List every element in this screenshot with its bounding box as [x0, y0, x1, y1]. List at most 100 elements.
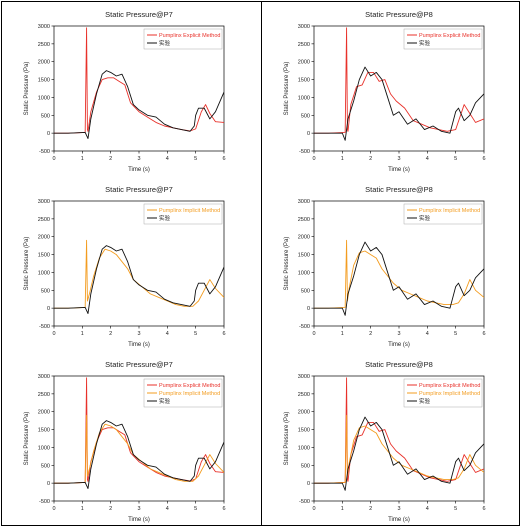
column-divider	[261, 1, 262, 526]
x-tick-label: 2	[109, 506, 112, 512]
series-line-3	[54, 420, 224, 489]
x-tick-label: 3	[137, 331, 140, 337]
chart-panel-2: Static Pressure@P8-500050010001500200025…	[284, 10, 486, 173]
legend-label: 实验	[419, 214, 431, 222]
chart-panel-6: Static Pressure@P8-500050010001500200025…	[284, 360, 486, 523]
x-tick-label: 5	[454, 506, 457, 512]
x-tick-label: 5	[454, 156, 457, 162]
x-tick-label: 3	[137, 506, 140, 512]
y-tick-label: 1000	[298, 95, 310, 101]
y-axis-label: Static Pressure (Pa)	[284, 62, 290, 116]
x-tick-label: 3	[397, 331, 400, 337]
series-group	[314, 27, 484, 141]
y-tick-label: 2500	[298, 217, 310, 223]
x-tick-label: 1	[81, 331, 84, 337]
x-axis-label: Time (s)	[128, 167, 150, 173]
legend-box	[403, 203, 483, 225]
y-tick-label: -500	[299, 324, 310, 330]
legend-box	[143, 203, 223, 225]
x-tick-label: 5	[454, 331, 457, 337]
legend-label: Pumplinx Explicit Method	[159, 383, 220, 389]
y-tick-label: 1000	[298, 445, 310, 451]
y-tick-label: 2000	[298, 235, 310, 241]
y-tick-label: 1500	[298, 428, 310, 434]
x-tick-label: 6	[222, 331, 225, 337]
y-tick-label: 500	[41, 463, 50, 469]
y-tick-label: 1000	[298, 270, 310, 276]
series-group	[54, 27, 224, 139]
legend-label: Pumplinx Implicit Method	[159, 208, 220, 214]
y-tick-label: 2000	[38, 410, 50, 416]
y-tick-label: 500	[41, 288, 50, 294]
x-tick-label: 2	[109, 331, 112, 337]
chart-panel-1: Static Pressure@P7-500050010001500200025…	[24, 10, 226, 173]
x-tick-label: 6	[222, 156, 225, 162]
chart-title: Static Pressure@P8	[365, 185, 433, 194]
x-tick-label: 1	[341, 506, 344, 512]
chart-title: Static Pressure@P7	[105, 10, 173, 19]
y-tick-label: -500	[39, 149, 50, 155]
x-axis-label: Time (s)	[388, 167, 410, 173]
y-tick-label: 1500	[298, 253, 310, 259]
x-tick-label: 5	[194, 506, 197, 512]
series-group	[314, 239, 484, 316]
y-tick-label: 500	[301, 463, 310, 469]
x-tick-label: 5	[194, 331, 197, 337]
x-tick-label: 1	[341, 156, 344, 162]
y-tick-label: -500	[299, 499, 310, 505]
series-line-1	[54, 27, 224, 134]
series-line-2	[314, 66, 484, 141]
y-tick-label: 1000	[38, 95, 50, 101]
y-axis-label: Static Pressure (Pa)	[24, 62, 30, 116]
series-group	[54, 239, 224, 314]
legend-label: 实验	[159, 39, 171, 47]
x-tick-label: 6	[482, 506, 485, 512]
y-tick-label: 0	[47, 306, 50, 312]
y-tick-label: 1000	[38, 445, 50, 451]
x-tick-label: 6	[222, 506, 225, 512]
y-tick-label: -500	[39, 499, 50, 505]
legend-label: 实验	[419, 397, 431, 405]
series-group	[54, 377, 224, 489]
legend: Pumplinx Explicit Method Pumplinx Implici…	[143, 378, 223, 408]
series-line-1	[54, 239, 224, 309]
y-tick-label: 2500	[38, 217, 50, 223]
y-tick-label: 2500	[298, 42, 310, 48]
x-tick-label: 1	[341, 331, 344, 337]
y-tick-label: -500	[39, 324, 50, 330]
series-line-2	[54, 70, 224, 139]
series-line-3	[314, 416, 484, 491]
x-tick-label: 2	[369, 331, 372, 337]
x-tick-label: 0	[312, 156, 315, 162]
y-tick-label: 2000	[38, 60, 50, 66]
chart-panel-4: Static Pressure@P8-500050010001500200025…	[284, 185, 486, 348]
series-line-1	[314, 239, 484, 309]
y-axis-label: Static Pressure (Pa)	[24, 412, 30, 466]
x-tick-label: 4	[166, 156, 169, 162]
series-line-2	[54, 245, 224, 314]
y-tick-label: -500	[299, 149, 310, 155]
series-line-1	[314, 27, 484, 134]
y-tick-label: 500	[301, 288, 310, 294]
x-tick-label: 1	[81, 156, 84, 162]
y-tick-label: 0	[47, 131, 50, 137]
x-tick-label: 4	[426, 331, 429, 337]
x-tick-label: 2	[369, 506, 372, 512]
legend-label: Pumplinx Implicit Method	[159, 391, 220, 397]
chart-title: Static Pressure@P8	[365, 10, 433, 19]
x-axis-label: Time (s)	[388, 342, 410, 348]
y-tick-label: 500	[301, 113, 310, 119]
legend-label: Pumplinx Explicit Method	[419, 33, 480, 39]
y-axis-label: Static Pressure (Pa)	[24, 237, 30, 291]
x-axis-label: Time (s)	[128, 342, 150, 348]
y-tick-label: 1500	[38, 253, 50, 259]
chart-title: Static Pressure@P8	[365, 360, 433, 369]
legend-label: 实验	[159, 397, 171, 405]
y-tick-label: 1000	[38, 270, 50, 276]
y-tick-label: 2500	[38, 42, 50, 48]
x-tick-label: 1	[81, 506, 84, 512]
x-tick-label: 6	[482, 331, 485, 337]
